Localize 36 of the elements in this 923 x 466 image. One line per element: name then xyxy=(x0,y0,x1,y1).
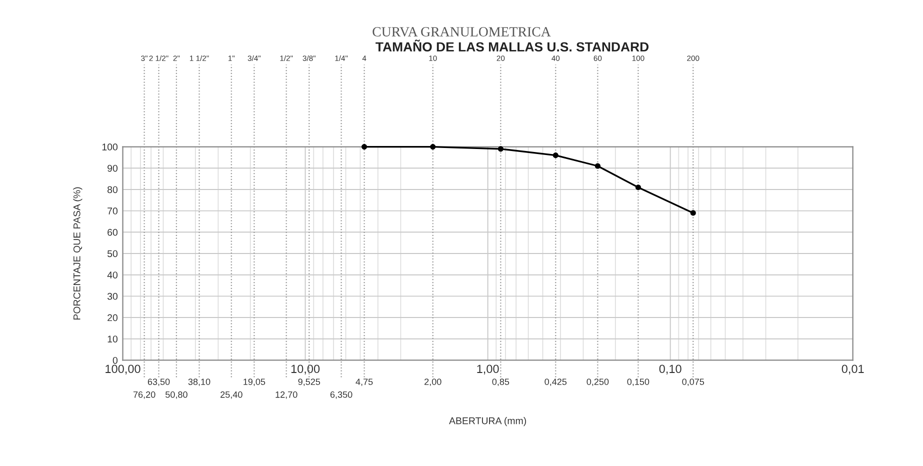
x-tick-label: 1,00 xyxy=(477,364,499,374)
ref-line-label: 6,350 xyxy=(330,391,352,399)
y-axis-title: PORCENTAJE QUE PASA (%) xyxy=(73,187,82,320)
ref-line-label: 0,250 xyxy=(586,378,609,386)
chart-subtitle: TAMAÑO DE LAS MALLAS U.S. STANDARD xyxy=(376,40,649,52)
y-tick-label: 10 xyxy=(108,336,118,342)
y-tick-label: 30 xyxy=(107,292,118,300)
ref-line-label: 9,525 xyxy=(298,378,320,386)
ref-line-label: 50,80 xyxy=(166,391,188,399)
x-tick-label: 10,00 xyxy=(291,364,320,374)
y-tick-label: 40 xyxy=(107,272,118,278)
ref-line-label: 76,20 xyxy=(133,391,156,399)
ref-line-label: 2,00 xyxy=(424,378,442,386)
y-tick-label: 90 xyxy=(108,164,118,172)
y-tick-label: 0 xyxy=(112,356,118,364)
x-tick-label: 0,01 xyxy=(842,364,864,374)
x-tick-label: 100,00 xyxy=(106,364,140,374)
x-tick-label: 0,10 xyxy=(659,364,682,374)
y-tick-label: 60 xyxy=(108,228,118,236)
ref-line-label: 38,10 xyxy=(188,378,210,386)
ref-line-label: 0,85 xyxy=(492,378,510,386)
ref-line-label: 63,50 xyxy=(148,378,170,386)
ref-line-label: 0,075 xyxy=(682,378,704,386)
ref-line-label: 12,70 xyxy=(276,391,298,399)
ref-line-label: 0,150 xyxy=(627,378,650,386)
ref-line-label: 0,425 xyxy=(544,378,567,386)
y-tick-label: 100 xyxy=(102,144,118,150)
y-tick-label: 50 xyxy=(107,250,118,258)
ref-line-label: 4,75 xyxy=(356,378,373,386)
ref-line-label: 25,40 xyxy=(220,391,242,399)
y-tick-label: 20 xyxy=(108,314,118,322)
y-tick-label: 70 xyxy=(108,208,118,214)
x-axis-title: ABERTURA (mm) xyxy=(449,417,526,426)
ref-line-label: 19,05 xyxy=(244,378,266,386)
y-tick-label: 80 xyxy=(108,186,118,194)
chart-title: CURVA GRANULOMETRICA xyxy=(372,27,551,37)
